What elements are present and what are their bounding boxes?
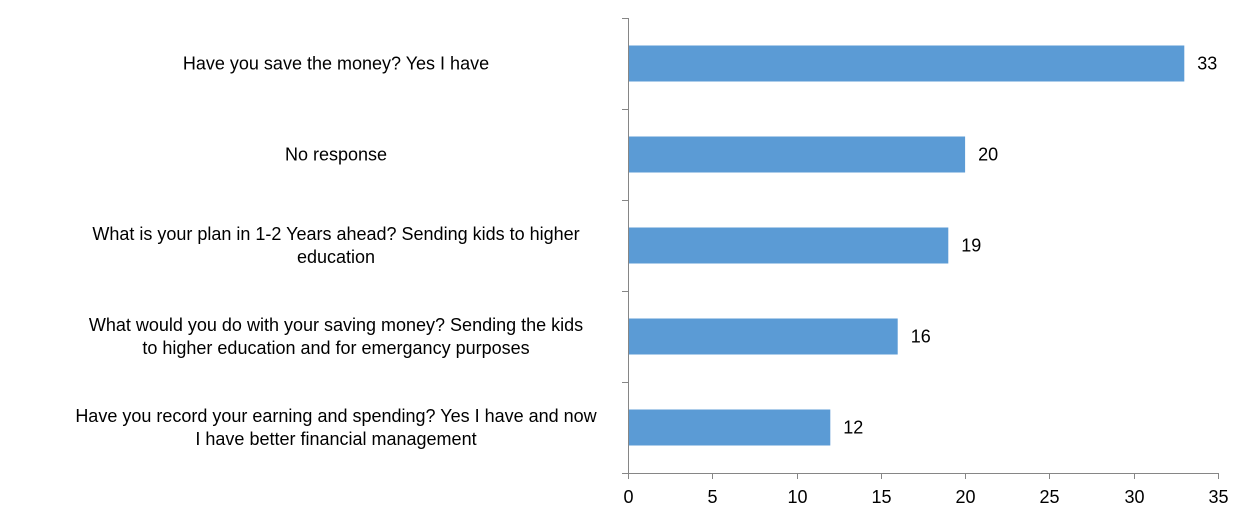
x-tick-label: 35 [1208, 487, 1228, 507]
data-label: 19 [961, 236, 981, 256]
x-tick-label: 25 [1039, 487, 1059, 507]
data-label: 20 [978, 145, 998, 165]
x-tick-label: 15 [871, 487, 891, 507]
x-tick-label: 30 [1124, 487, 1144, 507]
data-label: 16 [911, 327, 931, 347]
bar [629, 409, 831, 446]
x-tick-label: 5 [707, 487, 717, 507]
category-label: No response [285, 145, 387, 165]
data-label: 12 [843, 418, 863, 438]
bar [629, 227, 949, 264]
x-tick-label: 0 [623, 487, 633, 507]
bar [629, 136, 966, 173]
data-label: 33 [1197, 54, 1217, 74]
bar [629, 318, 898, 355]
category-label: Have you record your earning and spendin… [75, 406, 597, 449]
x-tick-label: 20 [955, 487, 975, 507]
category-label: What is your plan in 1-2 Years ahead? Se… [92, 224, 579, 267]
bar [629, 45, 1185, 82]
category-label: Have you save the money? Yes I have [183, 54, 489, 74]
x-tick-label: 10 [787, 487, 807, 507]
category-label: What would you do with your saving money… [89, 315, 583, 358]
